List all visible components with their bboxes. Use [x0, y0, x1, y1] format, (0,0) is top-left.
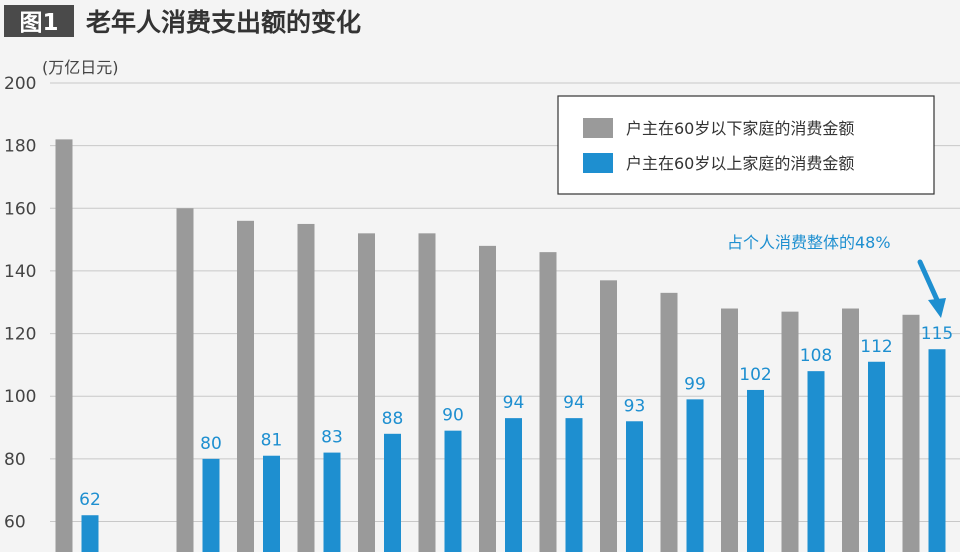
bar-under60: [55, 139, 73, 552]
bar-under60: [842, 308, 859, 552]
legend-swatch-over60: [583, 153, 613, 173]
legend-label-over60: 户主在60岁以上家庭的消费金额: [626, 154, 854, 173]
bar-under60: [479, 245, 496, 552]
bar-over60: [686, 399, 704, 552]
y-tick-label: 160: [4, 199, 36, 219]
y-tick-label: 180: [4, 137, 36, 157]
bar-under60: [358, 233, 375, 552]
bar-under60: [297, 223, 315, 552]
value-label-over60: 83: [321, 428, 343, 448]
bar-under60: [539, 252, 557, 552]
bar-under60: [418, 233, 436, 552]
legend-swatch-under60: [583, 118, 613, 138]
bar-over60: [565, 418, 583, 552]
value-label-over60: 108: [800, 346, 832, 366]
value-label-over60: 102: [739, 365, 771, 385]
y-tick-label: 200: [4, 74, 36, 94]
bar-under60: [237, 220, 254, 552]
value-label-over60: 81: [261, 431, 283, 451]
value-label-over60: 112: [860, 337, 892, 357]
y-axis-unit-label: (万亿日元): [42, 58, 119, 77]
bar-over60: [807, 371, 825, 552]
chart-header: 图1 老年人消费支出额的变化: [4, 5, 361, 37]
y-axis-ticks: 60 80 100 120 140 160 180 200: [4, 74, 36, 533]
bar-over60: [263, 455, 280, 552]
figure-badge: [4, 5, 74, 37]
bar-under60: [176, 208, 194, 552]
bar-over60: [202, 458, 220, 552]
value-label-over60: 80: [200, 434, 222, 454]
legend-box: [557, 95, 935, 195]
y-tick-label: 120: [4, 325, 36, 345]
y-tick-label: 80: [4, 450, 26, 470]
bar-under60: [902, 314, 920, 552]
value-label-over60: 88: [382, 409, 404, 429]
bar-under60: [781, 311, 799, 552]
legend: 户主在60岁以下家庭的消费金额 户主在60岁以上家庭的消费金额: [557, 95, 935, 195]
annotation-text: 占个人消费整体的48%: [727, 233, 891, 252]
bar-under60: [660, 292, 678, 552]
bar-over60: [384, 433, 401, 552]
figure-badge-label: 图1: [19, 10, 58, 36]
bar-over60: [81, 515, 99, 552]
share-annotation: 占个人消费整体的48%: [727, 233, 946, 318]
bar-over60: [444, 430, 462, 552]
bars: [55, 139, 946, 552]
value-label-over60: 115: [921, 324, 953, 344]
bar-over60: [626, 421, 643, 552]
bar-under60: [721, 308, 738, 552]
y-tick-label: 100: [4, 387, 36, 407]
bar-over60: [868, 361, 885, 552]
value-label-over60: 94: [503, 393, 525, 413]
y-tick-label: 140: [4, 262, 36, 282]
data-labels: 62 80 81 83 88 90 94 94 93 99 102 108 112 115: [79, 324, 953, 510]
value-label-over60: 99: [684, 374, 706, 394]
value-label-over60: 90: [442, 406, 464, 426]
value-label-over60: 93: [624, 396, 646, 416]
chart-title: 老年人消费支出额的变化: [86, 8, 361, 37]
bar-under60: [600, 280, 617, 552]
legend-label-under60: 户主在60岁以下家庭的消费金额: [626, 119, 854, 138]
bar-over60: [747, 389, 764, 552]
y-tick-label: 60: [4, 513, 26, 533]
value-label-over60: 94: [563, 393, 585, 413]
annotation-arrow-icon: [917, 259, 946, 318]
value-label-over60: 62: [79, 490, 101, 510]
bar-over60: [323, 452, 341, 552]
bar-over60: [928, 349, 946, 552]
bar-over60: [505, 418, 522, 552]
